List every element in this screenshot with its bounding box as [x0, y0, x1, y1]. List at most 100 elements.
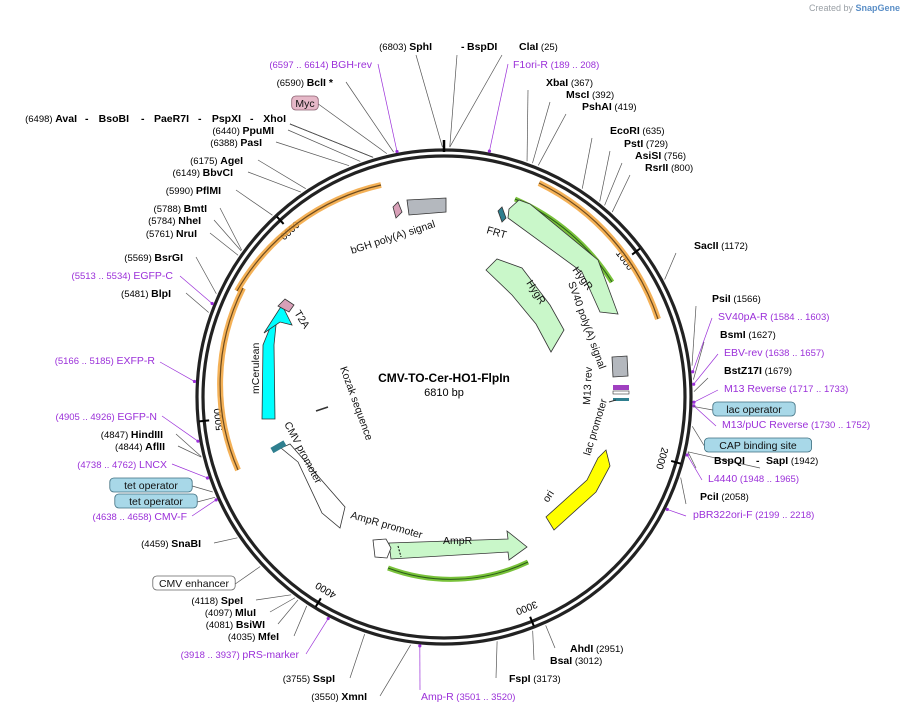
- primer-ebv-rev[interactable]: EBV-rev (1638 .. 1657): [724, 347, 824, 359]
- primer-bgh-rev[interactable]: (6597 .. 6614) BGH-rev: [269, 59, 372, 71]
- cut-group-dash: -: [250, 113, 254, 125]
- enzyme-site-pspxi[interactable]: PspXI: [212, 113, 241, 125]
- primer-l4440[interactable]: L4440 (1948 .. 1965): [708, 473, 799, 485]
- primer-lncx[interactable]: (4738 .. 4762) LNCX: [77, 459, 167, 471]
- enzyme-site-blpi[interactable]: (5481) BlpI: [121, 288, 171, 300]
- enzyme-site-sapi[interactable]: SapI (1942): [766, 455, 818, 467]
- feature-ampr-promoter: [372, 538, 392, 559]
- enzyme-position: (3173): [531, 674, 561, 685]
- enzyme-site-bspqi[interactable]: BspQI: [714, 455, 745, 467]
- enzyme-site-sphi[interactable]: (6803) SphI: [379, 41, 432, 53]
- enzyme-site-bsiwi[interactable]: (4081) BsiWI: [206, 619, 265, 631]
- feature-tag-lac-operator[interactable]: lac operator: [712, 401, 796, 417]
- leader-line: [667, 509, 687, 517]
- primer-sv40pa-r[interactable]: SV40pA-R (1584 .. 1603): [718, 311, 829, 323]
- cut-group-dash: -: [756, 455, 760, 467]
- enzyme-site-mlui[interactable]: (4097) MluI: [205, 607, 256, 619]
- enzyme-site-bstz17i[interactable]: BstZ17I (1679): [724, 365, 792, 377]
- svg-text:RsrII (800): RsrII (800): [645, 162, 693, 174]
- enzyme-site-pasi[interactable]: (6388) PasI: [210, 137, 262, 149]
- primer-egfp-n[interactable]: (4905 .. 4926) EGFP-N: [56, 411, 157, 423]
- enzyme-site-rsrii[interactable]: RsrII (800): [645, 162, 693, 174]
- enzyme-site-aflii[interactable]: (4844) AflII: [115, 441, 165, 453]
- enzyme-site-asisi[interactable]: AsiSI (756): [635, 150, 686, 162]
- leader-line: [213, 219, 242, 252]
- enzyme-position: (419): [612, 102, 637, 113]
- primer-egfp-c[interactable]: (5513 .. 5534) EGFP-C: [72, 270, 174, 282]
- enzyme-site-spei[interactable]: (4118) SpeI: [191, 595, 243, 607]
- enzyme-site-bsobi[interactable]: BsoBI: [99, 113, 129, 125]
- enzyme-site-bspdi[interactable]: BspDI: [467, 41, 497, 53]
- feature-tag-tet-operator[interactable]: tet operator: [109, 477, 193, 493]
- enzyme-site-paer7i[interactable]: PaeR7I: [154, 113, 189, 125]
- svg-text:MscI (392): MscI (392): [566, 89, 614, 101]
- enzyme-site-xbai[interactable]: XbaI (367): [546, 77, 593, 89]
- enzyme-site-ecori[interactable]: EcoRI (635): [610, 125, 665, 137]
- enzyme-name: PflMI: [196, 185, 221, 197]
- svg-text:BsaI (3012): BsaI (3012): [550, 655, 602, 667]
- feature-kozak: [315, 406, 329, 412]
- feature-hygr-outer: [507, 199, 619, 315]
- enzyme-site-pshai[interactable]: PshAI (419): [582, 101, 637, 113]
- enzyme-site-bmti[interactable]: (5788) BmtI: [154, 203, 208, 215]
- enzyme-site-psti[interactable]: PstI (729): [624, 138, 668, 150]
- enzyme-site-nrui[interactable]: (5761) NruI: [146, 228, 197, 240]
- primer-name: F1ori-R: [513, 59, 548, 71]
- primer-amp-r[interactable]: Amp-R (3501 .. 3520): [421, 691, 515, 703]
- enzyme-name: SacII: [694, 240, 719, 252]
- primer-range: (4638 .. 4658): [93, 512, 155, 523]
- enzyme-site-avai[interactable]: (6498) AvaI: [25, 113, 77, 125]
- enzyme-site-pcii[interactable]: PciI (2058): [700, 491, 749, 503]
- svg-text:(6440) PpuMI: (6440) PpuMI: [212, 125, 274, 137]
- enzyme-site-ppumi[interactable]: (6440) PpuMI: [212, 125, 274, 137]
- enzyme-site-bsrgi[interactable]: (5569) BsrGI: [124, 252, 183, 264]
- enzyme-name: BbvCI: [203, 167, 233, 179]
- feature-tag-cmv-enhancer[interactable]: CMV enhancer: [152, 575, 236, 591]
- enzyme-site-bsai[interactable]: BsaI (3012): [550, 655, 602, 667]
- label-lac-promoter: lac promoter: [581, 397, 610, 457]
- enzyme-site-bbvci[interactable]: (6149) BbvCI: [173, 167, 234, 179]
- enzyme-site-sspi[interactable]: (3755) SspI: [283, 673, 335, 685]
- enzyme-site-mfei[interactable]: (4035) MfeI: [228, 631, 279, 643]
- primer-pbr322ori-f[interactable]: pBR322ori-F (2199 .. 2218): [693, 509, 814, 521]
- enzyme-name: RsrII: [645, 162, 668, 174]
- enzyme-site-ahdi[interactable]: AhdI (2951): [570, 643, 623, 655]
- enzyme-site-hindiii[interactable]: (4847) HindIII: [101, 429, 163, 441]
- primer-m13-puc-reverse[interactable]: M13/pUC Reverse (1730 .. 1752): [722, 419, 870, 431]
- svg-text:(4097) MluI: (4097) MluI: [205, 607, 256, 619]
- enzyme-site-pflmi[interactable]: (5990) PflMI: [166, 185, 221, 197]
- feature-tag-label: Myc: [295, 98, 314, 110]
- enzyme-site-sacii[interactable]: SacII (1172): [694, 240, 748, 252]
- leader-line: [532, 101, 551, 164]
- enzyme-site-bsmi[interactable]: BsmI (1627): [720, 329, 776, 341]
- enzyme-site-xhoi[interactable]: XhoI: [263, 113, 286, 125]
- leader-line: [664, 252, 677, 280]
- svg-text:M13/pUC Reverse (1730 .. 1752: M13/pUC Reverse (1730 .. 1752): [722, 419, 870, 431]
- leader-line: [219, 207, 242, 251]
- enzyme-name: BclI: [307, 77, 326, 89]
- primer-f1ori-r[interactable]: F1ori-R (189 .. 208): [513, 59, 599, 71]
- enzyme-site-psii[interactable]: PsiI (1566): [712, 293, 761, 305]
- feature-tag-tet-operator[interactable]: tet operator: [114, 493, 198, 509]
- enzyme-site-xmni[interactable]: (3550) XmnI: [311, 691, 367, 703]
- primer-prs-marker[interactable]: (3918 .. 3937) pRS-marker: [181, 649, 300, 661]
- primer-cmv-f[interactable]: (4638 .. 4658) CMV-F: [93, 511, 187, 523]
- feature-tag-myc[interactable]: Myc: [291, 95, 319, 111]
- enzyme-site-clai[interactable]: ClaI (25): [519, 41, 558, 53]
- enzyme-star: *: [326, 77, 334, 89]
- enzyme-name: BmtI: [184, 203, 207, 215]
- primer-exfp-r[interactable]: (5166 .. 5185) EXFP-R: [55, 355, 156, 367]
- enzyme-site-msci[interactable]: MscI (392): [566, 89, 614, 101]
- leader-line: [693, 341, 705, 380]
- enzyme-site-snabi[interactable]: (4459) SnaBI: [141, 538, 201, 550]
- leader-line: [255, 594, 292, 601]
- primer-m13-reverse[interactable]: M13 Reverse (1717 .. 1733): [724, 383, 848, 395]
- enzyme-site-nhei[interactable]: (5784) NheI: [148, 215, 201, 227]
- enzyme-site-bcli[interactable]: (6590) BclI *: [277, 77, 334, 89]
- leader-line: [581, 137, 593, 189]
- feature-tag-cap-binding-site[interactable]: CAP binding site: [704, 437, 813, 453]
- enzyme-position: (6388): [210, 138, 240, 149]
- leader-line: [247, 171, 301, 193]
- enzyme-site-agei[interactable]: (6175) AgeI: [190, 155, 243, 167]
- enzyme-site-fspi[interactable]: FspI (3173): [509, 673, 561, 685]
